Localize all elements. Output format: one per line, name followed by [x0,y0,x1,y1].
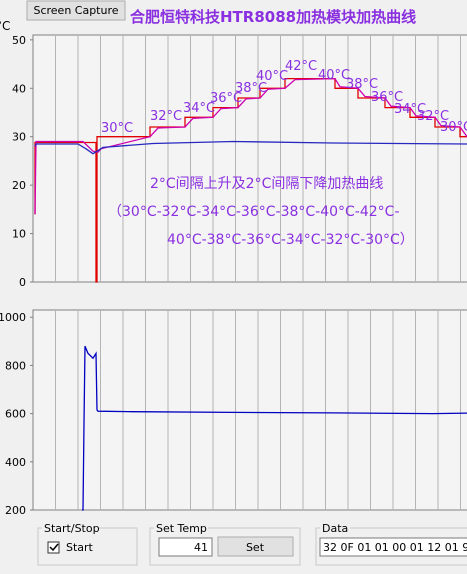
annotation: 32°C [150,109,182,124]
y-tick-label: 800 [5,359,26,372]
screen-capture-button[interactable] [26,0,126,21]
annotation: 38°C [346,77,378,92]
group-gap [320,522,350,534]
group-gap [154,522,208,534]
annotation: 32°C [417,109,449,124]
y-unit: °C [0,19,10,33]
plots: 0102030405030°C32°C34°C36°C38°C40°C42°C4… [0,34,467,517]
series-line [34,77,467,283]
annotation: 36°C [371,90,403,105]
checkbox[interactable] [47,541,60,554]
note: 40°C-38°C-36°C-34°C-32°C-30°C） [167,232,414,248]
button-label[interactable]: Screen Capture [33,4,118,17]
y-tick-label: 1000 [0,311,26,324]
group-box [315,527,467,566]
group-gap [42,522,98,534]
y-tick-label: 50 [12,34,26,47]
annotation: 40°C [318,68,350,83]
y-tick-label: 0 [19,276,26,289]
y-tick-label: 30 [12,131,26,144]
checkbox-label[interactable]: Start [66,541,94,554]
series-line [34,140,467,155]
annotation: 40°C [256,69,288,84]
plot-area [32,309,467,511]
y-tick-label: 400 [5,456,26,469]
group-box [149,527,301,566]
group-title: Set Temp [156,522,207,535]
annotation: 34°C [394,102,426,117]
group-title: Start/Stop [44,522,100,535]
data-value[interactable]: 32 0F 01 01 00 01 12 01 9D 0 [323,541,467,554]
annotation: 36°C [210,91,242,106]
y-tick-label: 20 [12,179,26,192]
annotation: 30°C [101,121,133,136]
y-tick-label: 40 [12,82,26,95]
check-mark [49,543,59,552]
note: 2°C间隔上升及2°C间隔下降加热曲线 [150,176,383,192]
data-field[interactable] [319,537,467,557]
y-tick-label: 10 [12,228,26,241]
annotation: 30°C [440,120,467,135]
app-title: 合肥恒特科技HTR8088加热模块加热曲线 [129,8,416,26]
series-line [82,345,467,511]
y-tick-label: 200 [5,504,26,517]
annotation: 38°C [235,81,267,96]
set-button[interactable] [217,536,294,557]
y-tick-label: 600 [5,408,26,421]
series-line [34,77,467,215]
button-label[interactable]: Set [246,541,265,554]
annotation: 42°C [285,59,317,74]
temp-value[interactable]: 41 [194,541,208,554]
temp-input[interactable] [158,537,213,557]
plot-area [32,34,467,283]
annotation: 34°C [183,101,215,116]
group-title: Data [322,522,348,535]
note: （30°C-32°C-34°C-36°C-38°C-40°C-42°C- [108,204,400,220]
